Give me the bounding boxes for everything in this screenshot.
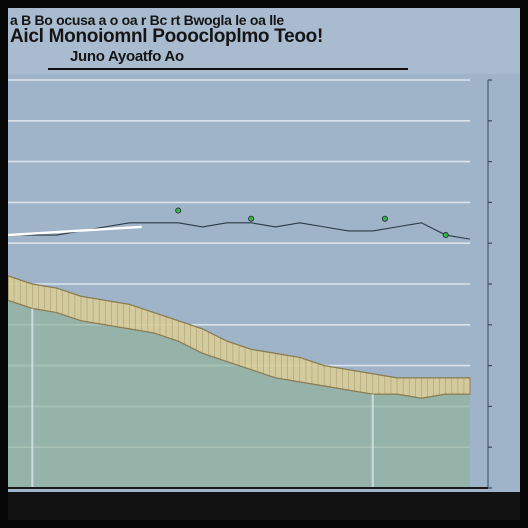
plot-panel: a B Bo ocusa a o oa r Bc rt Bwogla le oa…	[8, 8, 520, 520]
area-chart	[8, 79, 492, 489]
data-point-1	[248, 215, 255, 222]
chart-title-line-2: Aicl Monoiomnl Pooocloplmo Teoo!	[10, 26, 324, 47]
data-point-2	[381, 215, 388, 222]
data-point-3	[442, 232, 449, 239]
chart-header: a B Bo ocusa a o oa r Bc rt Bwogla le oa…	[8, 8, 520, 74]
series-top-highlight	[8, 225, 142, 237]
x-axis-bar	[8, 492, 520, 520]
title-underline	[48, 68, 408, 70]
series-upper-line	[8, 275, 470, 379]
chart-subtitle: Juno Ayoatfo Ao	[70, 48, 184, 65]
data-point-0	[175, 207, 182, 214]
series-lower-line	[8, 299, 470, 399]
chart-title-line-1: a B Bo ocusa a o oa r Bc rt Bwogla le oa…	[10, 12, 284, 28]
area-fill	[8, 300, 470, 488]
